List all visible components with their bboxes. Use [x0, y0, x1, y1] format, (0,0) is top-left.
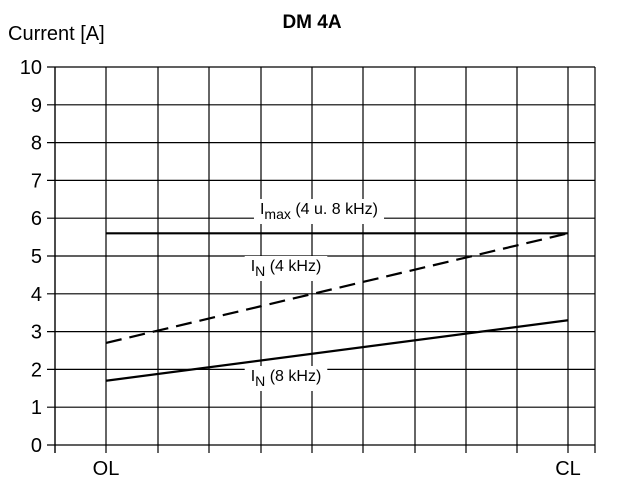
series-label-bg	[253, 199, 385, 224]
series-label-bg	[244, 256, 328, 281]
grid	[47, 66, 596, 453]
series-label-3: IN (8 kHz)	[244, 366, 328, 391]
y-axis-label: Current [A]	[8, 23, 105, 45]
y-tick-label: 3	[31, 322, 42, 344]
series-line-2	[105, 232, 569, 345]
series-label-text: Imax (4 u. 8 kHz)	[260, 201, 378, 222]
series-label-2: IN (4 kHz)	[244, 256, 328, 281]
y-tick-label: 2	[31, 359, 42, 381]
y-tick-label: 0	[31, 435, 42, 457]
x-tick-labels: OL CL	[93, 458, 581, 480]
chart-title: DM 4A	[282, 12, 341, 33]
y-tick-label: 8	[31, 133, 42, 155]
series-label-1: Imax (4 u. 8 kHz)	[253, 199, 385, 224]
y-tick-label: 1	[31, 397, 42, 419]
y-tick-label: 7	[31, 170, 42, 192]
y-tick-label: 6	[31, 208, 42, 230]
y-tick-label: 10	[20, 57, 42, 79]
series-line-3	[105, 319, 569, 382]
y-tick-label: 5	[31, 246, 42, 268]
series-lines	[105, 232, 569, 382]
series-labels: Imax (4 u. 8 kHz) IN (4 kHz) IN (8 kHz)	[244, 199, 385, 391]
series-label-text: IN (4 kHz)	[251, 258, 322, 279]
x-tick-label: CL	[555, 458, 581, 480]
series-label-text: IN (8 kHz)	[251, 368, 322, 389]
y-tick-label: 9	[31, 95, 42, 117]
y-tick-labels: 0 1 2 3 4 5 6 7 8 9 10	[20, 57, 42, 457]
y-tick-label: 4	[31, 284, 42, 306]
x-tick-label: OL	[93, 458, 120, 480]
series-label-bg	[244, 366, 328, 391]
